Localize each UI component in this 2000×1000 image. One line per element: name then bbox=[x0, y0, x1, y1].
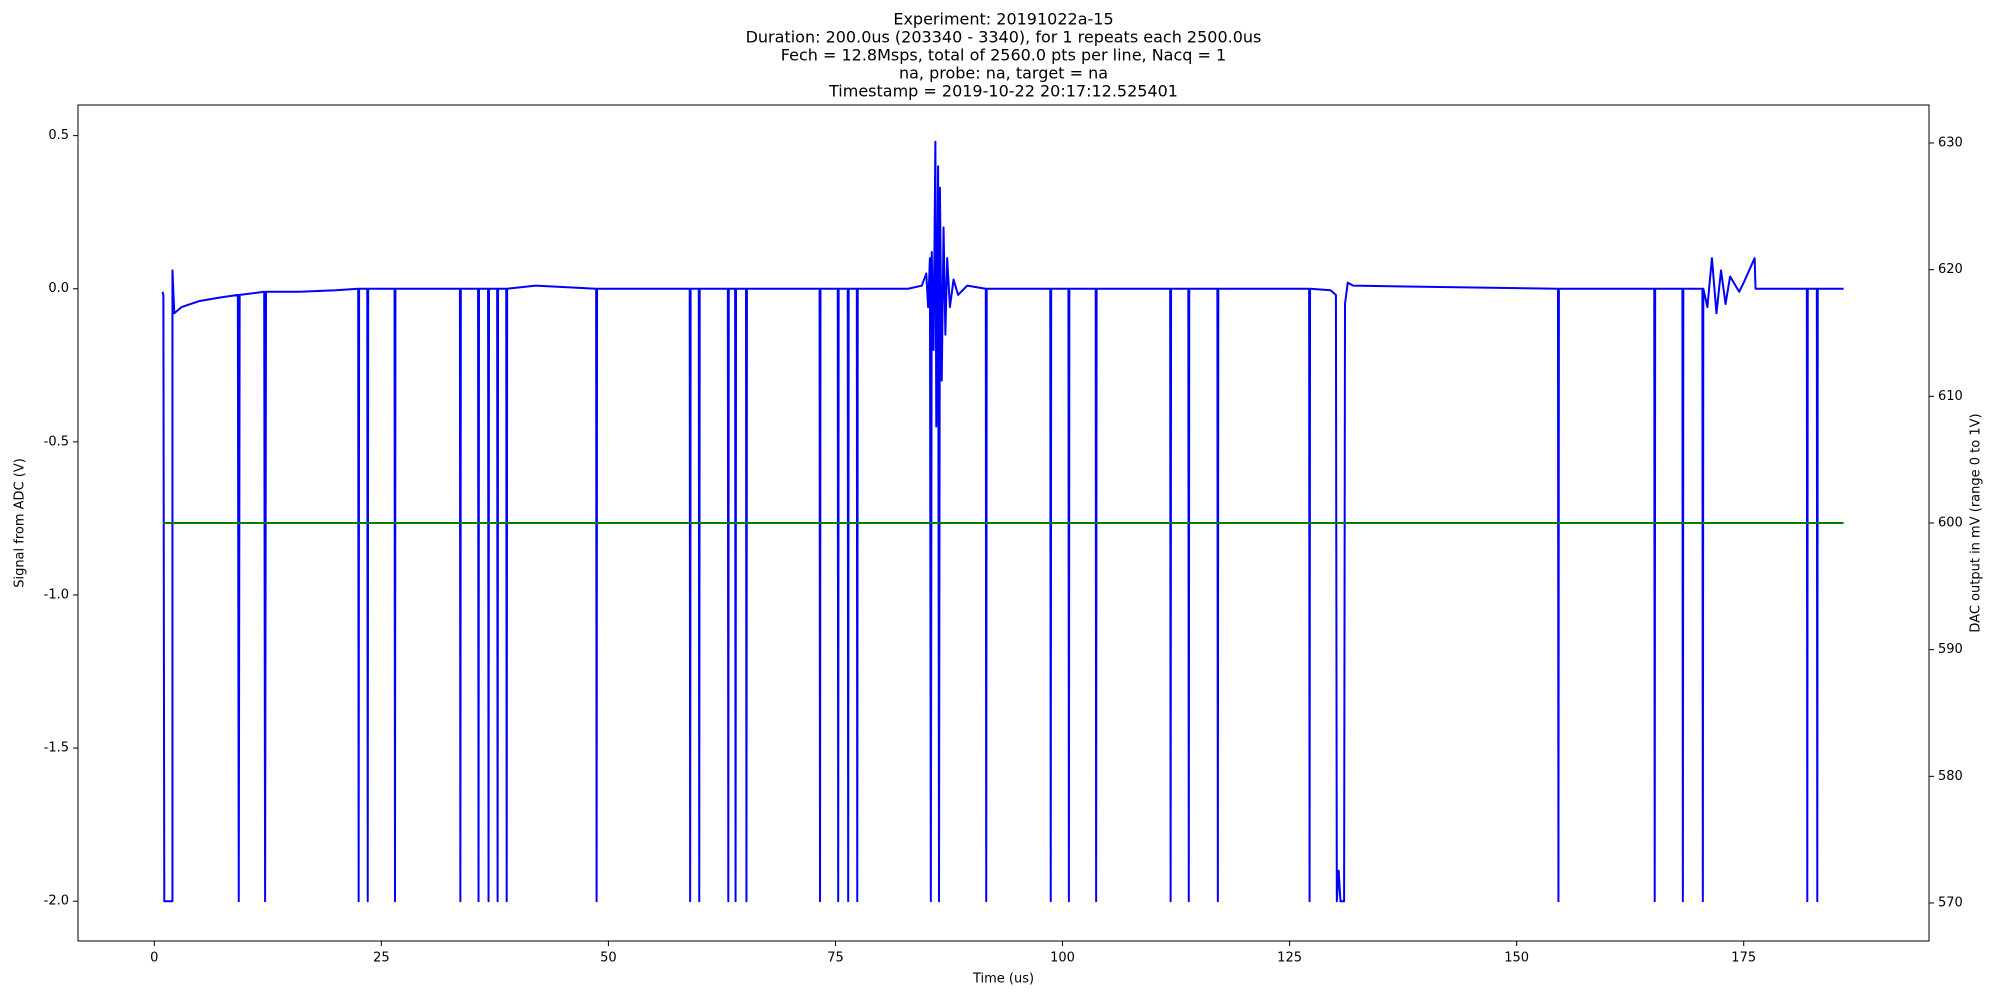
chart-title: Experiment: 20191022a-15 bbox=[893, 10, 1113, 29]
chart-title: Timestamp = 2019-10-22 20:17:12.525401 bbox=[828, 82, 1178, 101]
y2-axis-label: DAC output in mV (range 0 to 1V) bbox=[1969, 413, 1984, 632]
x-tick-label: 75 bbox=[827, 951, 844, 966]
y2-tick-label: 610 bbox=[1938, 389, 1963, 404]
x-axis-label: Time (us) bbox=[972, 972, 1034, 987]
plot-frame bbox=[77, 104, 1930, 942]
y-axis-label: Signal from ADC (V) bbox=[13, 458, 28, 588]
chart-title: na, probe: na, target = na bbox=[899, 64, 1108, 83]
x-tick-label: 50 bbox=[600, 951, 617, 966]
y2-tick-label: 570 bbox=[1938, 896, 1963, 911]
x-tick-label: 150 bbox=[1504, 951, 1529, 966]
x-tick-label: 0 bbox=[150, 951, 158, 966]
chart-title: Fech = 12.8Msps, total of 2560.0 pts per… bbox=[781, 46, 1226, 65]
x-tick-label: 25 bbox=[373, 951, 390, 966]
y-tick-label: -0.5 bbox=[44, 434, 69, 449]
line-series bbox=[161, 140, 1844, 903]
x-tick-label: 125 bbox=[1277, 951, 1302, 966]
y2-tick-label: 630 bbox=[1938, 136, 1963, 151]
y-tick-label: 0.5 bbox=[48, 128, 69, 143]
y-tick-label: -2.0 bbox=[44, 894, 69, 909]
x-tick-label: 175 bbox=[1731, 951, 1756, 966]
y-tick-label: -1.0 bbox=[44, 587, 69, 602]
chart-title: Duration: 200.0us (203340 - 3340), for 1… bbox=[746, 28, 1262, 47]
x-tick-label: 100 bbox=[1050, 951, 1075, 966]
y-tick-label: -1.5 bbox=[44, 741, 69, 756]
y2-tick-label: 600 bbox=[1938, 516, 1963, 531]
y2-tick-label: 620 bbox=[1938, 262, 1963, 277]
y-tick-label: 0.0 bbox=[48, 281, 69, 296]
y2-tick-label: 580 bbox=[1938, 769, 1963, 784]
y2-tick-label: 590 bbox=[1938, 642, 1963, 657]
